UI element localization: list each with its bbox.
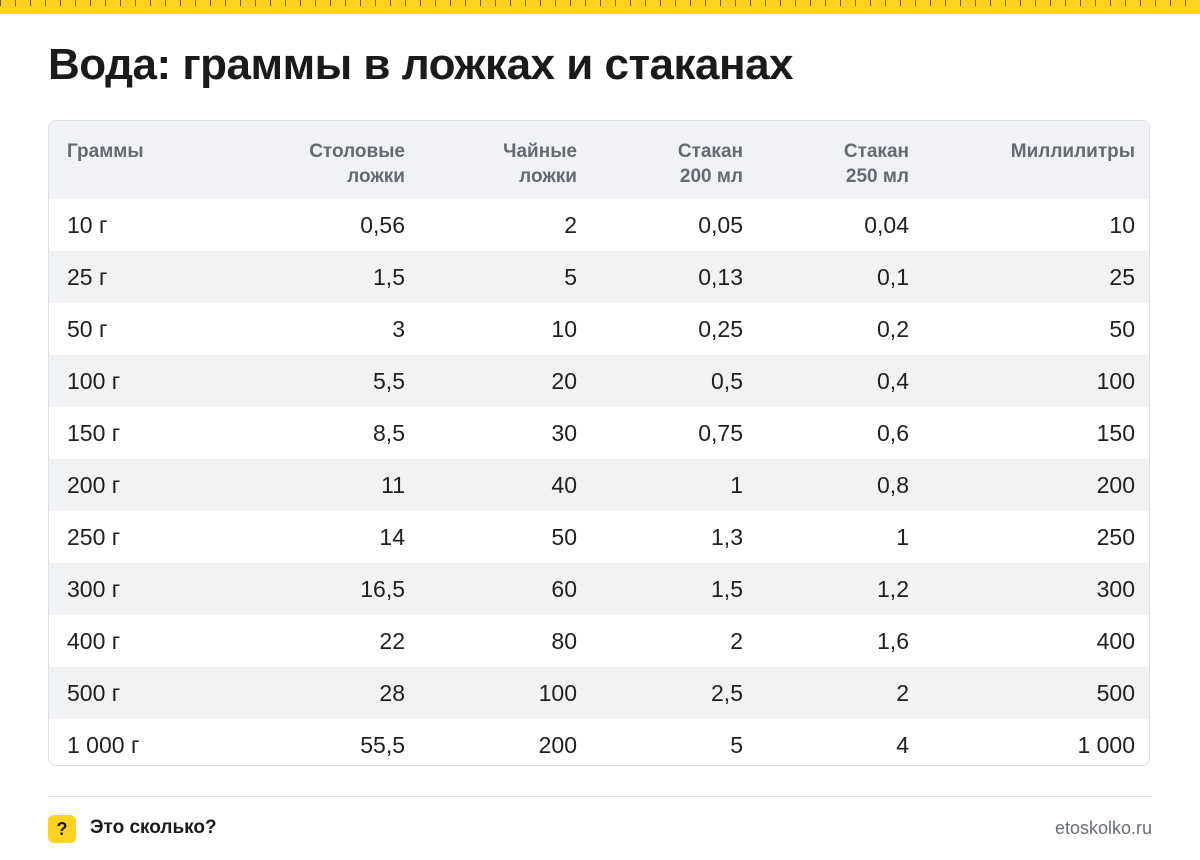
cell-grams: 400 г (67, 627, 121, 654)
cell-milliliters: 1 000 (1077, 731, 1135, 758)
column-header-grams: Граммы (67, 141, 144, 162)
cell-teaspoons: 5 (564, 263, 577, 290)
cell-grams: 200 г (67, 471, 121, 498)
cell-glass-200: 1 (730, 471, 743, 498)
cell-glass-250: 2 (896, 679, 909, 706)
site-url: etoskolko.ru (1054, 818, 1152, 838)
cell-glass-250: 4 (896, 731, 909, 758)
column-header-teaspoons: Чайные ложки (503, 141, 577, 187)
cell-milliliters: 150 (1096, 419, 1135, 446)
column-header-tablespoons: Столовые ложки (309, 141, 405, 187)
cell-glass-250: 0,1 (877, 263, 909, 290)
cell-tablespoons: 55,5 (360, 731, 405, 758)
table-row: 50 г 3 10 0,25 0,2 50 (49, 303, 1149, 355)
brand-name: Это сколько? (90, 817, 217, 838)
cell-grams: 100 г (67, 367, 121, 394)
conversion-table: Граммы Столовые ложки Чайные ложки Стака… (48, 120, 1150, 766)
cell-tablespoons: 28 (379, 679, 405, 706)
table-row: 100 г 5,5 20 0,5 0,4 100 (49, 355, 1149, 407)
cell-grams: 150 г (67, 419, 121, 446)
column-header-glass-200: Стакан 200 мл (677, 141, 743, 187)
cell-milliliters: 25 (1109, 263, 1135, 290)
table-row: 1 000 г 55,5 200 5 4 1 000 (49, 719, 1149, 765)
cell-glass-250: 1,6 (877, 627, 909, 654)
cell-glass-250: 0,8 (877, 471, 909, 498)
cell-glass-200: 0,25 (698, 315, 743, 342)
cell-tablespoons: 16,5 (360, 575, 405, 602)
table-row: 200 г 11 40 1 0,8 200 (49, 459, 1149, 511)
table-row: 300 г 16,5 60 1,5 1,2 300 (49, 563, 1149, 615)
cell-milliliters: 250 (1096, 523, 1135, 550)
column-header-glass-250: Стакан 250 мл (843, 141, 909, 187)
cell-glass-200: 5 (730, 731, 743, 758)
cell-milliliters: 400 (1096, 627, 1135, 654)
cell-glass-250: 0,2 (877, 315, 909, 342)
cell-grams: 250 г (67, 523, 121, 550)
cell-grams: 50 г (67, 315, 108, 342)
cell-teaspoons: 20 (551, 367, 577, 394)
cell-tablespoons: 3 (392, 315, 405, 342)
cell-glass-200: 1,5 (711, 575, 743, 602)
cell-tablespoons: 14 (379, 523, 405, 550)
table-row: 150 г 8,5 30 0,75 0,6 150 (49, 407, 1149, 459)
cell-grams: 25 г (67, 263, 108, 290)
cell-tablespoons: 5,5 (373, 367, 405, 394)
cell-glass-250: 0,04 (864, 211, 909, 238)
question-mark-icon: ? (48, 815, 76, 843)
cell-teaspoons: 50 (551, 523, 577, 550)
cell-tablespoons: 8,5 (373, 419, 405, 446)
cell-tablespoons: 1,5 (373, 263, 405, 290)
footer-divider (48, 796, 1152, 797)
cell-milliliters: 10 (1109, 211, 1135, 238)
table-row: 500 г 28 100 2,5 2 500 (49, 667, 1149, 719)
cell-milliliters: 500 (1096, 679, 1135, 706)
cell-milliliters: 100 (1096, 367, 1135, 394)
table-row: 250 г 14 50 1,3 1 250 (49, 511, 1149, 563)
cell-glass-250: 0,4 (877, 367, 909, 394)
cell-teaspoons: 60 (551, 575, 577, 602)
ruler-decoration (0, 0, 1200, 14)
cell-glass-250: 0,6 (877, 419, 909, 446)
cell-grams: 300 г (67, 575, 121, 602)
cell-glass-200: 0,5 (711, 367, 743, 394)
cell-tablespoons: 22 (379, 627, 405, 654)
cell-tablespoons: 0,56 (360, 211, 405, 238)
page-title: Вода: граммы в ложках и стаканах (48, 40, 794, 89)
table-row: 400 г 22 80 2 1,6 400 (49, 615, 1149, 667)
cell-teaspoons: 40 (551, 471, 577, 498)
cell-teaspoons: 10 (551, 315, 577, 342)
cell-teaspoons: 200 (538, 731, 577, 758)
cell-milliliters: 200 (1096, 471, 1135, 498)
cell-glass-250: 1 (896, 523, 909, 550)
cell-glass-200: 2,5 (711, 679, 743, 706)
cell-glass-200: 2 (730, 627, 743, 654)
table-row: 10 г 0,56 2 0,05 0,04 10 (49, 199, 1149, 251)
cell-glass-200: 1,3 (711, 523, 743, 550)
cell-milliliters: 300 (1096, 575, 1135, 602)
cell-glass-200: 0,75 (698, 419, 743, 446)
cell-tablespoons: 11 (381, 471, 405, 498)
cell-teaspoons: 80 (551, 627, 577, 654)
cell-glass-200: 0,05 (698, 211, 743, 238)
table-header-row: Граммы Столовые ложки Чайные ложки Стака… (49, 121, 1149, 199)
cell-glass-200: 0,13 (698, 263, 743, 290)
column-header-milliliters: Миллилитры (1010, 141, 1135, 162)
cell-teaspoons: 2 (564, 211, 577, 238)
cell-glass-250: 1,2 (877, 575, 909, 602)
table-row: 25 г 1,5 5 0,13 0,1 25 (49, 251, 1149, 303)
cell-milliliters: 50 (1109, 315, 1135, 342)
cell-grams: 10 г (67, 211, 108, 238)
cell-grams: 500 г (67, 679, 121, 706)
cell-teaspoons: 30 (551, 419, 577, 446)
cell-grams: 1 000 г (67, 731, 140, 758)
cell-teaspoons: 100 (538, 679, 577, 706)
